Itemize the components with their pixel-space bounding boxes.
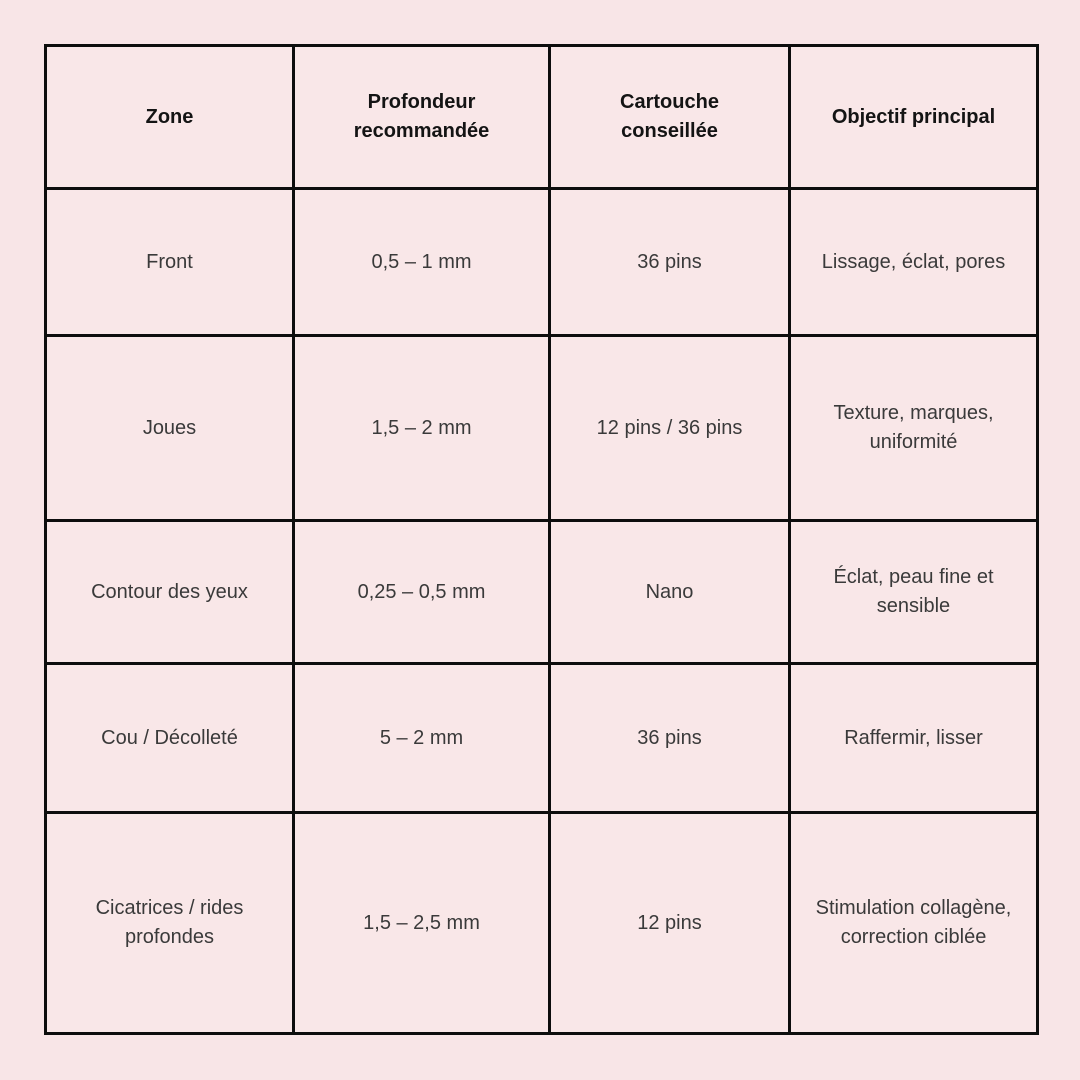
cell-zone: Contour des yeux xyxy=(44,519,295,665)
cell-zone: Cou / Décolleté xyxy=(44,662,295,814)
cell-profondeur: 5 – 2 mm xyxy=(292,662,551,814)
cell-objectif: Éclat, peau fine et sensible xyxy=(788,519,1039,665)
cell-objectif: Stimulation collagène, correction ciblée xyxy=(788,811,1039,1035)
header-cell-zone: Zone xyxy=(44,44,295,190)
table-row: Joues 1,5 – 2 mm 12 pins / 36 pins Textu… xyxy=(44,334,1039,522)
cell-zone: Cicatrices / rides profondes xyxy=(44,811,295,1035)
cell-cartouche: 12 pins / 36 pins xyxy=(548,334,791,522)
cell-zone: Joues xyxy=(44,334,295,522)
cell-zone: Front xyxy=(44,187,295,337)
cell-profondeur: 1,5 – 2,5 mm xyxy=(292,811,551,1035)
table-row: Cou / Décolleté 5 – 2 mm 36 pins Rafferm… xyxy=(44,662,1039,814)
table-row: Cicatrices / rides profondes 1,5 – 2,5 m… xyxy=(44,811,1039,1035)
table-body: Front 0,5 – 1 mm 36 pins Lissage, éclat,… xyxy=(44,187,1039,1035)
cell-objectif: Lissage, éclat, pores xyxy=(788,187,1039,337)
zones-table: Zone Profondeur recommandée Cartouche co… xyxy=(44,44,1039,1035)
header-cell-objectif: Objectif principal xyxy=(788,44,1039,190)
cell-objectif: Texture, marques, uniformité xyxy=(788,334,1039,522)
cell-profondeur: 1,5 – 2 mm xyxy=(292,334,551,522)
cell-profondeur: 0,5 – 1 mm xyxy=(292,187,551,337)
header-cell-cartouche: Cartouche conseillée xyxy=(548,44,791,190)
header-row: Zone Profondeur recommandée Cartouche co… xyxy=(44,44,1039,190)
cell-cartouche: Nano xyxy=(548,519,791,665)
header-cell-profondeur: Profondeur recommandée xyxy=(292,44,551,190)
cell-objectif: Raffermir, lisser xyxy=(788,662,1039,814)
table-header: Zone Profondeur recommandée Cartouche co… xyxy=(44,44,1039,190)
table-row: Contour des yeux 0,25 – 0,5 mm Nano Écla… xyxy=(44,519,1039,665)
cell-cartouche: 36 pins xyxy=(548,662,791,814)
cell-cartouche: 36 pins xyxy=(548,187,791,337)
cell-profondeur: 0,25 – 0,5 mm xyxy=(292,519,551,665)
table-row: Front 0,5 – 1 mm 36 pins Lissage, éclat,… xyxy=(44,187,1039,337)
cell-cartouche: 12 pins xyxy=(548,811,791,1035)
